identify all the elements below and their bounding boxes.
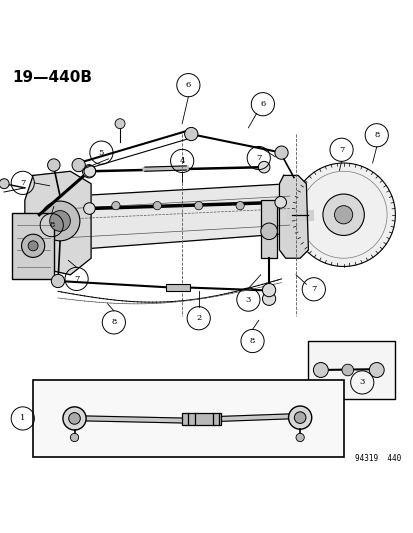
- Text: 7: 7: [311, 285, 316, 293]
- Circle shape: [83, 203, 95, 214]
- Text: 5: 5: [99, 149, 104, 157]
- Polygon shape: [25, 171, 91, 275]
- Text: 3: 3: [359, 378, 364, 386]
- Polygon shape: [70, 184, 289, 250]
- Circle shape: [294, 412, 305, 423]
- Text: 8: 8: [373, 131, 378, 139]
- Text: 7: 7: [74, 275, 79, 283]
- Circle shape: [295, 433, 304, 442]
- Circle shape: [368, 362, 383, 377]
- Circle shape: [51, 274, 64, 288]
- Circle shape: [291, 163, 394, 266]
- Circle shape: [28, 241, 38, 251]
- Circle shape: [153, 201, 161, 210]
- Text: 4: 4: [179, 157, 185, 165]
- Polygon shape: [279, 175, 308, 258]
- Circle shape: [70, 433, 78, 442]
- Circle shape: [21, 234, 45, 257]
- Text: 19—440B: 19—440B: [12, 70, 92, 85]
- Text: 7: 7: [256, 154, 261, 162]
- Text: 8: 8: [249, 337, 254, 345]
- Circle shape: [274, 197, 286, 208]
- Circle shape: [63, 407, 86, 430]
- Text: 6: 6: [185, 81, 190, 89]
- Circle shape: [313, 362, 328, 377]
- Circle shape: [0, 179, 9, 189]
- Text: 8: 8: [111, 318, 116, 326]
- Text: 94319  440: 94319 440: [354, 454, 401, 463]
- Circle shape: [262, 292, 275, 305]
- Circle shape: [184, 127, 197, 141]
- Circle shape: [235, 201, 244, 210]
- Bar: [12, 213, 54, 279]
- Bar: [260, 200, 277, 258]
- Circle shape: [260, 223, 277, 240]
- Text: 6: 6: [260, 100, 265, 108]
- Text: 1: 1: [20, 415, 25, 423]
- Text: 7: 7: [338, 146, 343, 154]
- Circle shape: [322, 194, 363, 236]
- Circle shape: [115, 119, 125, 128]
- Circle shape: [82, 165, 95, 178]
- Bar: [182, 413, 221, 425]
- Circle shape: [274, 146, 287, 159]
- Circle shape: [258, 161, 269, 173]
- Bar: [165, 284, 190, 292]
- Circle shape: [112, 201, 120, 210]
- Circle shape: [69, 413, 80, 424]
- Circle shape: [72, 158, 85, 172]
- Circle shape: [50, 211, 70, 231]
- Circle shape: [262, 284, 275, 297]
- Bar: [33, 381, 343, 457]
- Circle shape: [84, 165, 95, 177]
- Circle shape: [334, 206, 352, 224]
- Text: 2: 2: [196, 314, 201, 322]
- Text: 8: 8: [49, 221, 54, 229]
- Circle shape: [288, 406, 311, 429]
- Text: 3: 3: [245, 296, 250, 304]
- Circle shape: [341, 364, 353, 376]
- Text: 7: 7: [20, 179, 25, 187]
- Circle shape: [40, 201, 80, 241]
- Circle shape: [47, 159, 60, 171]
- Bar: [308, 341, 394, 399]
- Circle shape: [194, 201, 202, 210]
